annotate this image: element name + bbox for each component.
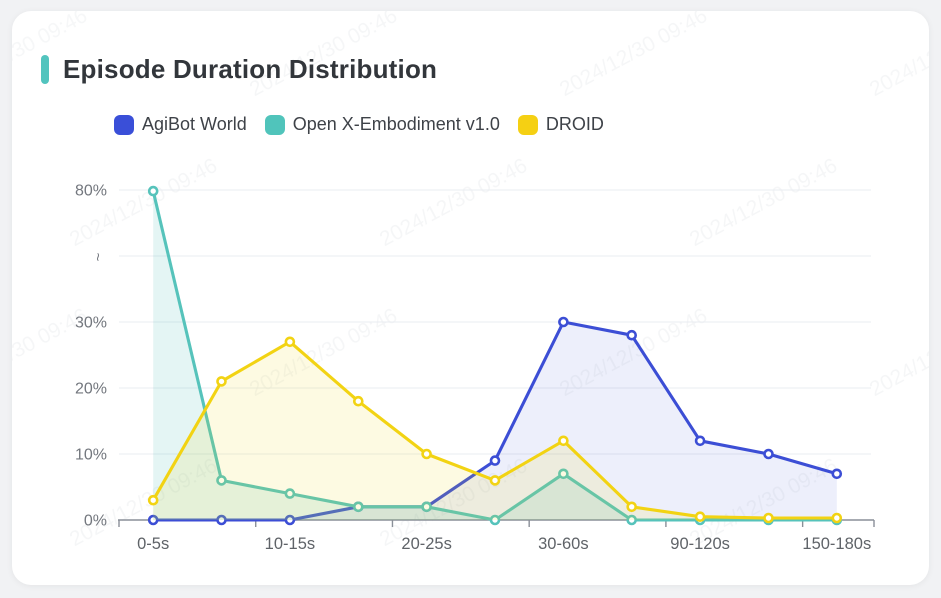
data-point-droid[interactable] [763,512,774,524]
data-point-agibot-world[interactable] [831,468,843,480]
legend-item-droid[interactable]: DROID [517,114,604,135]
data-point-agibot-world[interactable] [763,448,774,460]
chart-card [12,11,929,585]
x-axis-label: 20-25s [401,535,451,553]
x-axis-label: 10-15s [265,535,315,553]
legend-label: Open X-Embodiment v1.0 [292,114,500,134]
data-point-agibot-world[interactable] [284,514,296,526]
data-point-open-x-embodiment-v1-0[interactable] [626,514,638,526]
data-point-open-x-embodiment-v1-0[interactable] [216,475,227,486]
x-axis-label: 0-5s [137,535,169,553]
data-point-droid[interactable] [694,511,706,523]
chart-legend: AgiBot World Open X-Embodiment v1.0 DROI… [114,114,622,135]
data-point-open-x-embodiment-v1-0[interactable] [558,468,569,480]
y-axis-label: 0% [84,513,107,530]
data-point-droid[interactable] [216,376,227,387]
data-point-open-x-embodiment-v1-0[interactable] [147,185,159,197]
title-accent-bar [41,55,49,84]
data-point-open-x-embodiment-v1-0[interactable] [421,501,432,513]
series-area-agibot-world [153,322,837,520]
data-point-droid[interactable] [831,512,843,524]
x-axis-label: 90-120s [670,535,730,553]
legend-swatch-blue [114,114,134,135]
legend-item-agibot-world[interactable]: AgiBot World [114,114,247,135]
data-point-droid[interactable] [421,448,432,460]
data-point-agibot-world[interactable] [694,435,706,447]
data-point-droid[interactable] [352,395,364,407]
data-point-open-x-embodiment-v1-0[interactable] [489,514,501,526]
data-point-agibot-world[interactable] [626,329,638,341]
data-point-open-x-embodiment-v1-0[interactable] [284,488,296,499]
data-point-droid[interactable] [147,494,159,506]
legend-label: AgiBot World [142,114,247,134]
data-point-droid[interactable] [626,501,638,513]
x-axis-label: 150-180s [802,535,871,553]
legend-label: DROID [545,114,604,134]
data-point-agibot-world[interactable] [558,316,569,328]
y-axis-label: 10% [75,447,107,464]
data-point-agibot-world[interactable] [147,514,159,526]
page-title: Episode Duration Distribution [63,54,438,84]
data-point-open-x-embodiment-v1-0[interactable] [352,501,364,513]
data-point-agibot-world[interactable] [216,514,227,526]
data-point-droid[interactable] [558,435,569,447]
y-axis-label: 80% [75,183,107,200]
series-area-open-x-embodiment-v1-0 [153,191,837,520]
series-area-droid [153,341,837,520]
title-row: Episode Duration Distribution [41,54,437,85]
data-point-droid[interactable] [284,336,296,348]
y-axis-break-label: ~ [89,253,106,262]
data-point-droid[interactable] [489,475,501,486]
legend-item-open-x-embodiment[interactable]: Open X-Embodiment v1.0 [264,114,500,135]
legend-swatch-yellow [517,114,538,135]
y-axis-label: 30% [75,315,107,332]
legend-swatch-teal [264,114,285,135]
y-axis-label: 20% [75,381,107,398]
data-point-agibot-world[interactable] [489,455,501,466]
x-axis-label: 30-60s [538,535,588,553]
